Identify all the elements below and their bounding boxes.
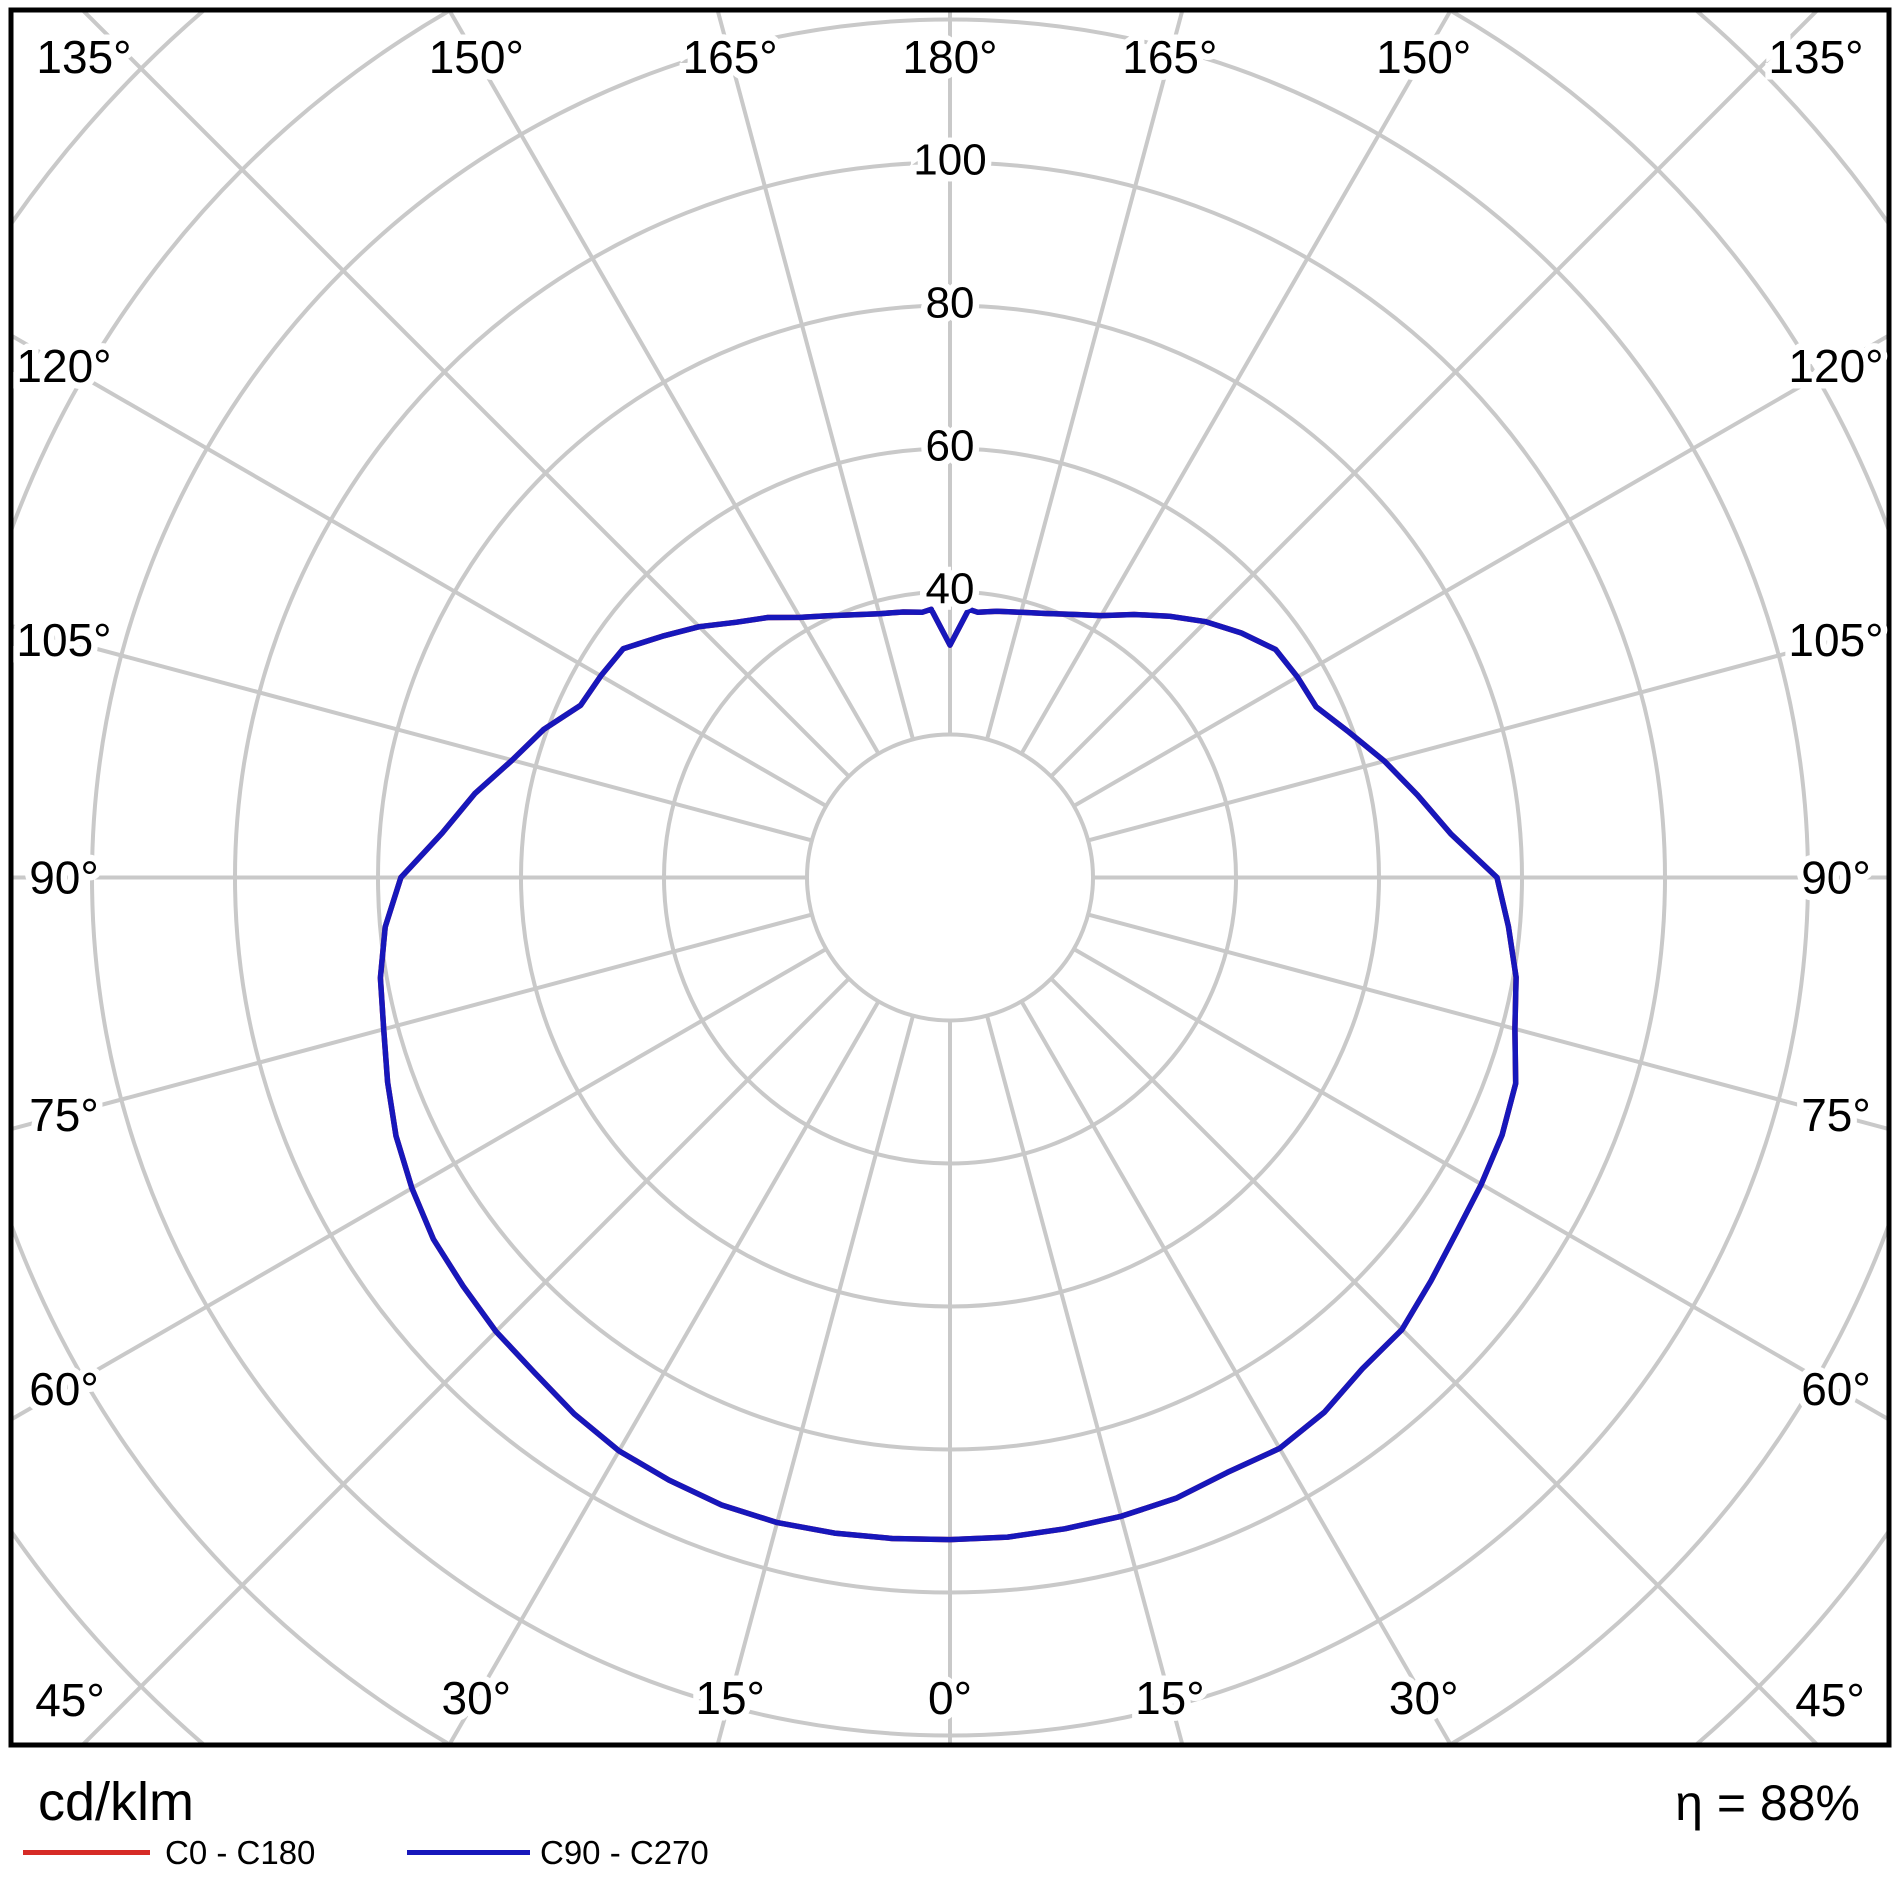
grid-spoke [13, 334, 828, 808]
units-label: cd/klm [38, 1772, 195, 1832]
grid-spoke [1019, 12, 1453, 755]
grid-spoke [716, 1015, 915, 1743]
angle-label: 120° [1788, 340, 1883, 392]
grid-spoke [716, 12, 915, 740]
legend: C0 - C180 C90 - C270 [0, 1836, 1900, 1880]
plot-frame [8, 7, 1892, 1748]
angle-label: 0° [928, 1672, 972, 1724]
angle-label: 30° [442, 1672, 512, 1724]
radial-tick-label: 40 [926, 565, 975, 614]
grid-spoke [13, 624, 813, 843]
curves [377, 606, 1519, 1543]
angle-label: 90° [29, 852, 99, 904]
grid-spoke [81, 12, 851, 778]
grid-spoke [1087, 624, 1887, 843]
curve-c90-c270 [377, 606, 1519, 1543]
angle-label: 165° [683, 31, 778, 83]
grid-spoke [447, 12, 881, 755]
angle-label: 75° [29, 1089, 99, 1141]
radial-tick-label: 60 [926, 422, 975, 471]
angle-label: 15° [1135, 1672, 1205, 1724]
legend-label-c0-c180: C0 - C180 [165, 1834, 316, 1871]
angle-label: 135° [36, 31, 131, 83]
angle-label: 105° [1788, 614, 1883, 666]
grid-spoke [81, 977, 851, 1743]
grid-spoke [1049, 977, 1819, 1743]
radial-tick-label: 80 [926, 279, 975, 328]
radial-tick-label: 100 [913, 136, 986, 185]
angle-label: 45° [35, 1674, 105, 1726]
grid-ring [805, 732, 1095, 1023]
angle-label: 60° [1801, 1363, 1871, 1415]
angle-label: 30° [1389, 1672, 1459, 1724]
efficiency-label: η = 88% [1675, 1775, 1860, 1831]
angle-label: 90° [1801, 852, 1871, 904]
grid-spoke [985, 1015, 1184, 1743]
grid-spoke [1072, 947, 1887, 1421]
grid-spoke [985, 12, 1184, 740]
angle-label: 150° [1376, 31, 1471, 83]
grid-spoke [13, 947, 828, 1421]
angle-label: 135° [1768, 31, 1863, 83]
angle-label: 45° [1795, 1674, 1865, 1726]
legend-label-c90-c270: C90 - C270 [540, 1834, 709, 1871]
angle-label: 105° [16, 614, 111, 666]
angle-label: 75° [1801, 1089, 1871, 1141]
grid-spoke [1072, 334, 1887, 808]
legend-line-c90-c270-icon [407, 1850, 530, 1855]
grid-spoke [13, 912, 813, 1131]
angle-label: 180° [902, 31, 997, 83]
angle-label: 150° [429, 31, 524, 83]
angle-label: 15° [695, 1672, 765, 1724]
polar-grid [13, 12, 1887, 1743]
angle-label: 120° [16, 340, 111, 392]
angle-label: 165° [1122, 31, 1217, 83]
angle-label: 60° [29, 1363, 99, 1415]
grid-spoke [1087, 912, 1887, 1131]
grid-spoke [1049, 12, 1819, 778]
grid-spoke [1019, 1000, 1453, 1743]
polar-chart: 40 60 80 100 0° 15° 15° 30° 30° 45° 45° 60° 60° 75° 75… [8, 7, 1892, 1748]
grid-spoke [447, 1000, 881, 1743]
legend-line-c0-c180-icon [23, 1850, 150, 1855]
